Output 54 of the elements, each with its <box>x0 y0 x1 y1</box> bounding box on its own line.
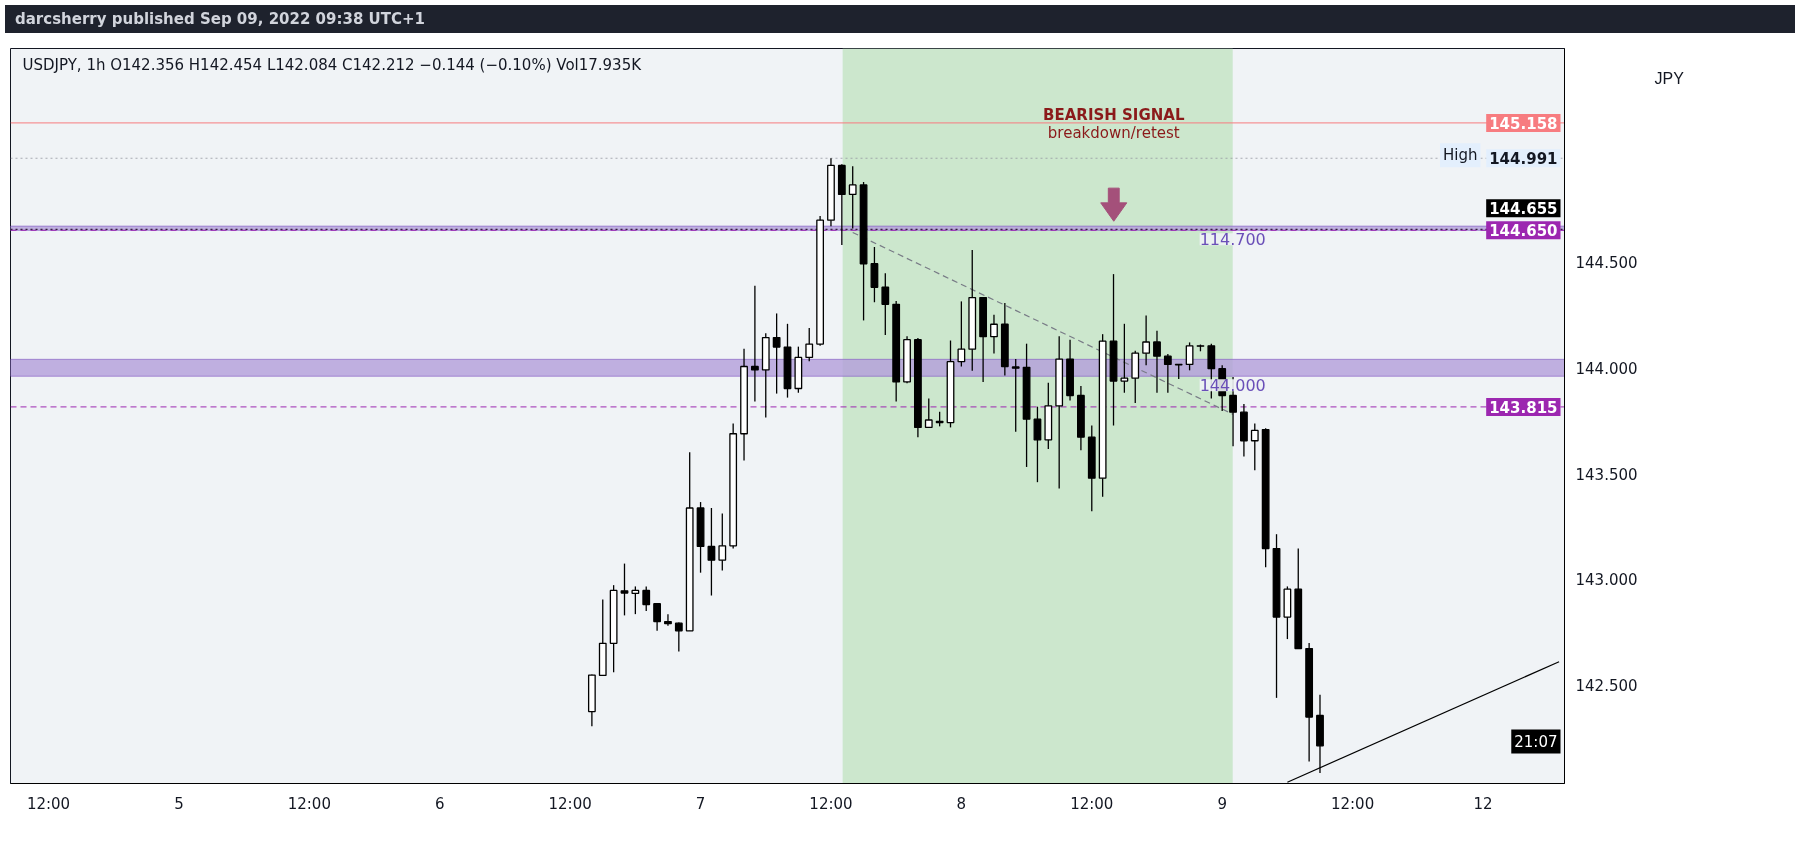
x-tick-label: 6 <box>434 794 445 813</box>
candlestick <box>990 314 998 355</box>
candlestick <box>620 562 629 617</box>
y-axis-title: JPY <box>1654 70 1685 87</box>
y-tick-label: 143.000 <box>1575 571 1638 590</box>
x-tick-label: 7 <box>695 794 706 813</box>
x-tick-label: 12:00 <box>1330 794 1375 813</box>
x-tick-label: 8 <box>956 794 967 813</box>
y-tick-label: 144.500 <box>1575 254 1638 273</box>
candlestick <box>1142 314 1151 366</box>
ref-line-label: 145.158 <box>1489 114 1558 133</box>
candlestick <box>1011 358 1020 433</box>
candlestick <box>1033 406 1042 483</box>
x-tick-label: 12:00 <box>809 794 853 813</box>
band-label: 114.700 <box>1199 230 1266 250</box>
x-tick-label: 12:00 <box>287 794 331 813</box>
candlestick <box>957 300 966 368</box>
ref-line-label: 144.650 <box>1489 222 1558 241</box>
candlestick <box>1250 422 1259 471</box>
candlestick <box>653 602 661 632</box>
candlestick <box>1153 330 1161 394</box>
ref-line-label: 143.815 <box>1489 398 1558 417</box>
candlestick <box>707 507 716 597</box>
chart-subtitle: darcsherry published Sep 09, 2022 09:38 UTC+1 <box>15 9 425 30</box>
x-tick-label: 5 <box>174 794 184 813</box>
candlestick <box>870 246 879 303</box>
x-tick-label: 12:00 <box>26 794 71 813</box>
annotation: BEARISH SIGNAL breakdown/retest <box>1043 105 1185 142</box>
x-tick-label: 9 <box>1217 794 1227 813</box>
candlestick <box>674 621 683 653</box>
candlestick <box>1163 353 1172 394</box>
candlestick <box>718 512 727 572</box>
candlestick <box>750 285 759 403</box>
annotation: High <box>1443 146 1478 165</box>
annotation: 21:07 <box>1514 732 1558 751</box>
candlestick <box>1120 323 1129 394</box>
x-tick-label: 12:00 <box>1070 794 1114 813</box>
candlestick <box>924 397 933 429</box>
band-label: 144.000 <box>1199 376 1266 396</box>
candlestick <box>805 327 814 362</box>
ref-line-label: 144.655 <box>1489 200 1558 219</box>
x-tick-label: 12 <box>1473 794 1493 813</box>
candlestick <box>642 585 651 612</box>
candlestick <box>881 272 890 336</box>
ref-line-label: 144.991 <box>1489 150 1558 169</box>
y-tick-label: 142.500 <box>1575 676 1638 695</box>
candlestick <box>772 312 781 395</box>
y-tick-label: 144.000 <box>1575 359 1638 378</box>
candlestick <box>631 585 640 615</box>
candlestick <box>1185 341 1194 371</box>
x-tick-label: 12:00 <box>548 794 592 813</box>
candlestick <box>664 613 672 627</box>
y-tick-label: 143.500 <box>1575 465 1638 484</box>
text: USDJPY, 1h O142.356 H142.454 L142.084 C142.212 −0.144 (−0.10%) Vol17.935K <box>22 55 643 74</box>
